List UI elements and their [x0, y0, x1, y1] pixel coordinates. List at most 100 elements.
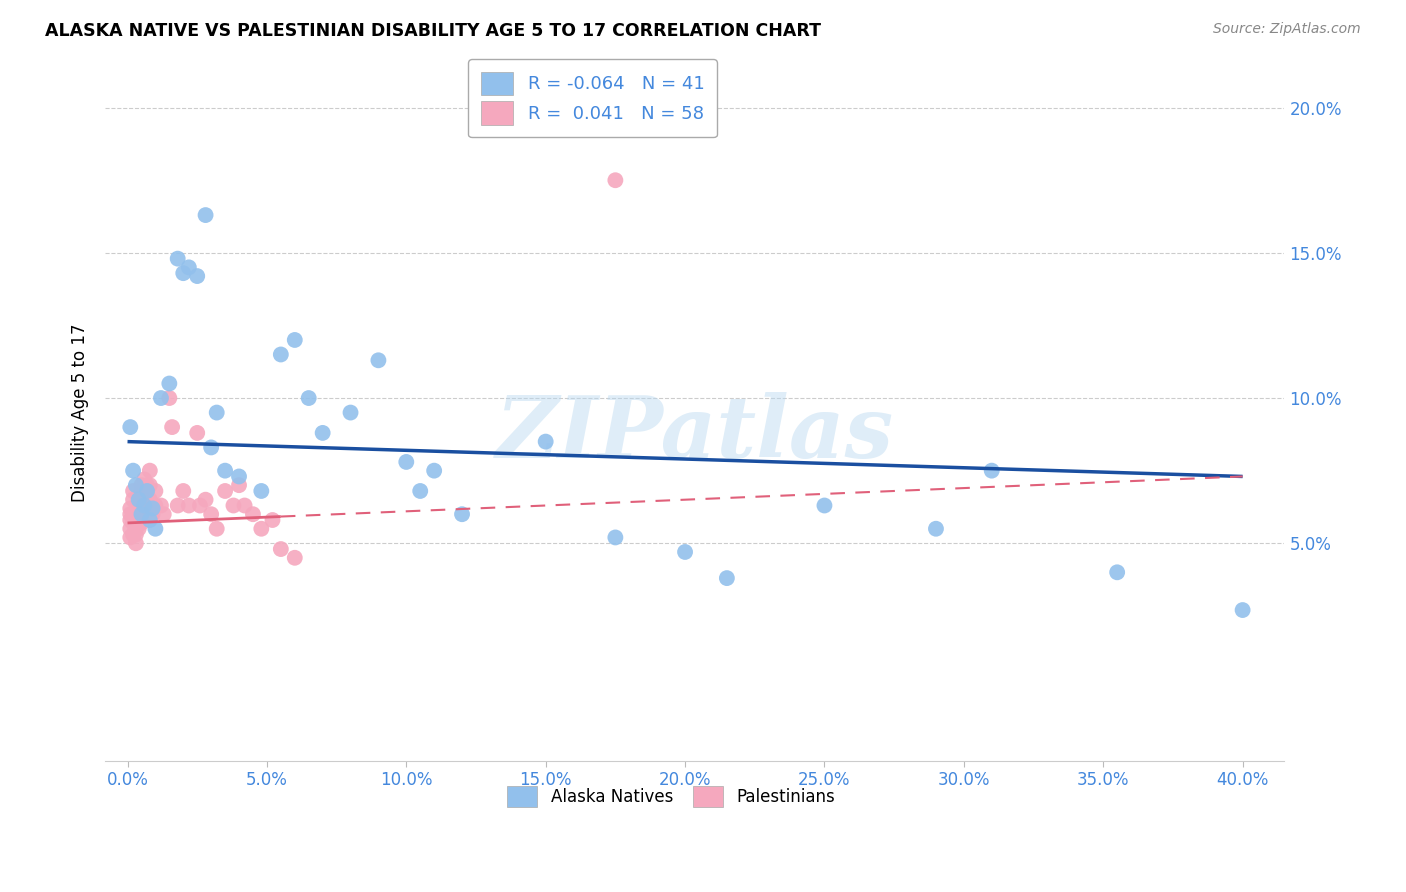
Point	[367, 353, 389, 368]
Point	[270, 542, 292, 557]
Point	[134, 499, 156, 513]
Point	[139, 492, 162, 507]
Point	[534, 434, 557, 449]
Point	[311, 425, 333, 440]
Point	[233, 499, 256, 513]
Point	[214, 483, 236, 498]
Text: Source: ZipAtlas.com: Source: ZipAtlas.com	[1213, 22, 1361, 37]
Point	[120, 522, 142, 536]
Point	[160, 420, 183, 434]
Point	[250, 522, 273, 536]
Point	[122, 492, 145, 507]
Point	[194, 208, 217, 222]
Point	[122, 527, 145, 541]
Point	[200, 507, 222, 521]
Point	[813, 499, 835, 513]
Point	[298, 391, 321, 405]
Point	[716, 571, 738, 585]
Point	[134, 483, 156, 498]
Point	[122, 507, 145, 521]
Point	[205, 522, 228, 536]
Point	[250, 483, 273, 498]
Point	[605, 173, 627, 187]
Point	[120, 507, 142, 521]
Point	[139, 464, 162, 478]
Point	[149, 499, 172, 513]
Point	[128, 492, 150, 507]
Point	[228, 469, 250, 483]
Point	[131, 492, 153, 507]
Point	[166, 499, 188, 513]
Point	[200, 441, 222, 455]
Point	[423, 464, 446, 478]
Point	[145, 522, 167, 536]
Point	[122, 516, 145, 530]
Point	[152, 507, 174, 521]
Point	[134, 472, 156, 486]
Point	[120, 501, 142, 516]
Point	[149, 391, 172, 405]
Point	[122, 483, 145, 498]
Legend: Alaska Natives, Palestinians: Alaska Natives, Palestinians	[499, 778, 844, 815]
Point	[186, 268, 208, 283]
Point	[131, 507, 153, 521]
Point	[142, 501, 165, 516]
Point	[177, 260, 200, 275]
Point	[125, 507, 148, 521]
Point	[284, 333, 307, 347]
Point	[125, 527, 148, 541]
Point	[120, 513, 142, 527]
Point	[134, 499, 156, 513]
Point	[194, 492, 217, 507]
Point	[451, 507, 474, 521]
Point	[262, 513, 284, 527]
Point	[136, 478, 159, 492]
Point	[136, 487, 159, 501]
Point	[205, 406, 228, 420]
Point	[142, 507, 165, 521]
Point	[120, 531, 142, 545]
Point	[131, 478, 153, 492]
Point	[128, 507, 150, 521]
Point	[125, 522, 148, 536]
Point	[188, 499, 211, 513]
Point	[157, 391, 180, 405]
Point	[128, 522, 150, 536]
Point	[139, 478, 162, 492]
Point	[242, 507, 264, 521]
Text: ALASKA NATIVE VS PALESTINIAN DISABILITY AGE 5 TO 17 CORRELATION CHART: ALASKA NATIVE VS PALESTINIAN DISABILITY …	[45, 22, 821, 40]
Point	[172, 483, 194, 498]
Y-axis label: Disability Age 5 to 17: Disability Age 5 to 17	[72, 323, 89, 502]
Point	[125, 513, 148, 527]
Point	[131, 507, 153, 521]
Point	[120, 420, 142, 434]
Point	[673, 545, 696, 559]
Point	[980, 464, 1002, 478]
Point	[214, 464, 236, 478]
Text: ZIPatlas: ZIPatlas	[496, 392, 894, 475]
Point	[270, 347, 292, 361]
Point	[1107, 566, 1129, 580]
Point	[145, 483, 167, 498]
Point	[1232, 603, 1254, 617]
Point	[157, 376, 180, 391]
Point	[122, 464, 145, 478]
Point	[125, 536, 148, 550]
Point	[136, 483, 159, 498]
Point	[139, 513, 162, 527]
Point	[128, 513, 150, 527]
Point	[228, 478, 250, 492]
Point	[186, 425, 208, 440]
Point	[339, 406, 361, 420]
Point	[284, 550, 307, 565]
Point	[128, 499, 150, 513]
Point	[172, 266, 194, 280]
Point	[222, 499, 245, 513]
Point	[166, 252, 188, 266]
Point	[136, 501, 159, 516]
Point	[177, 499, 200, 513]
Point	[145, 499, 167, 513]
Point	[125, 478, 148, 492]
Point	[605, 531, 627, 545]
Point	[131, 483, 153, 498]
